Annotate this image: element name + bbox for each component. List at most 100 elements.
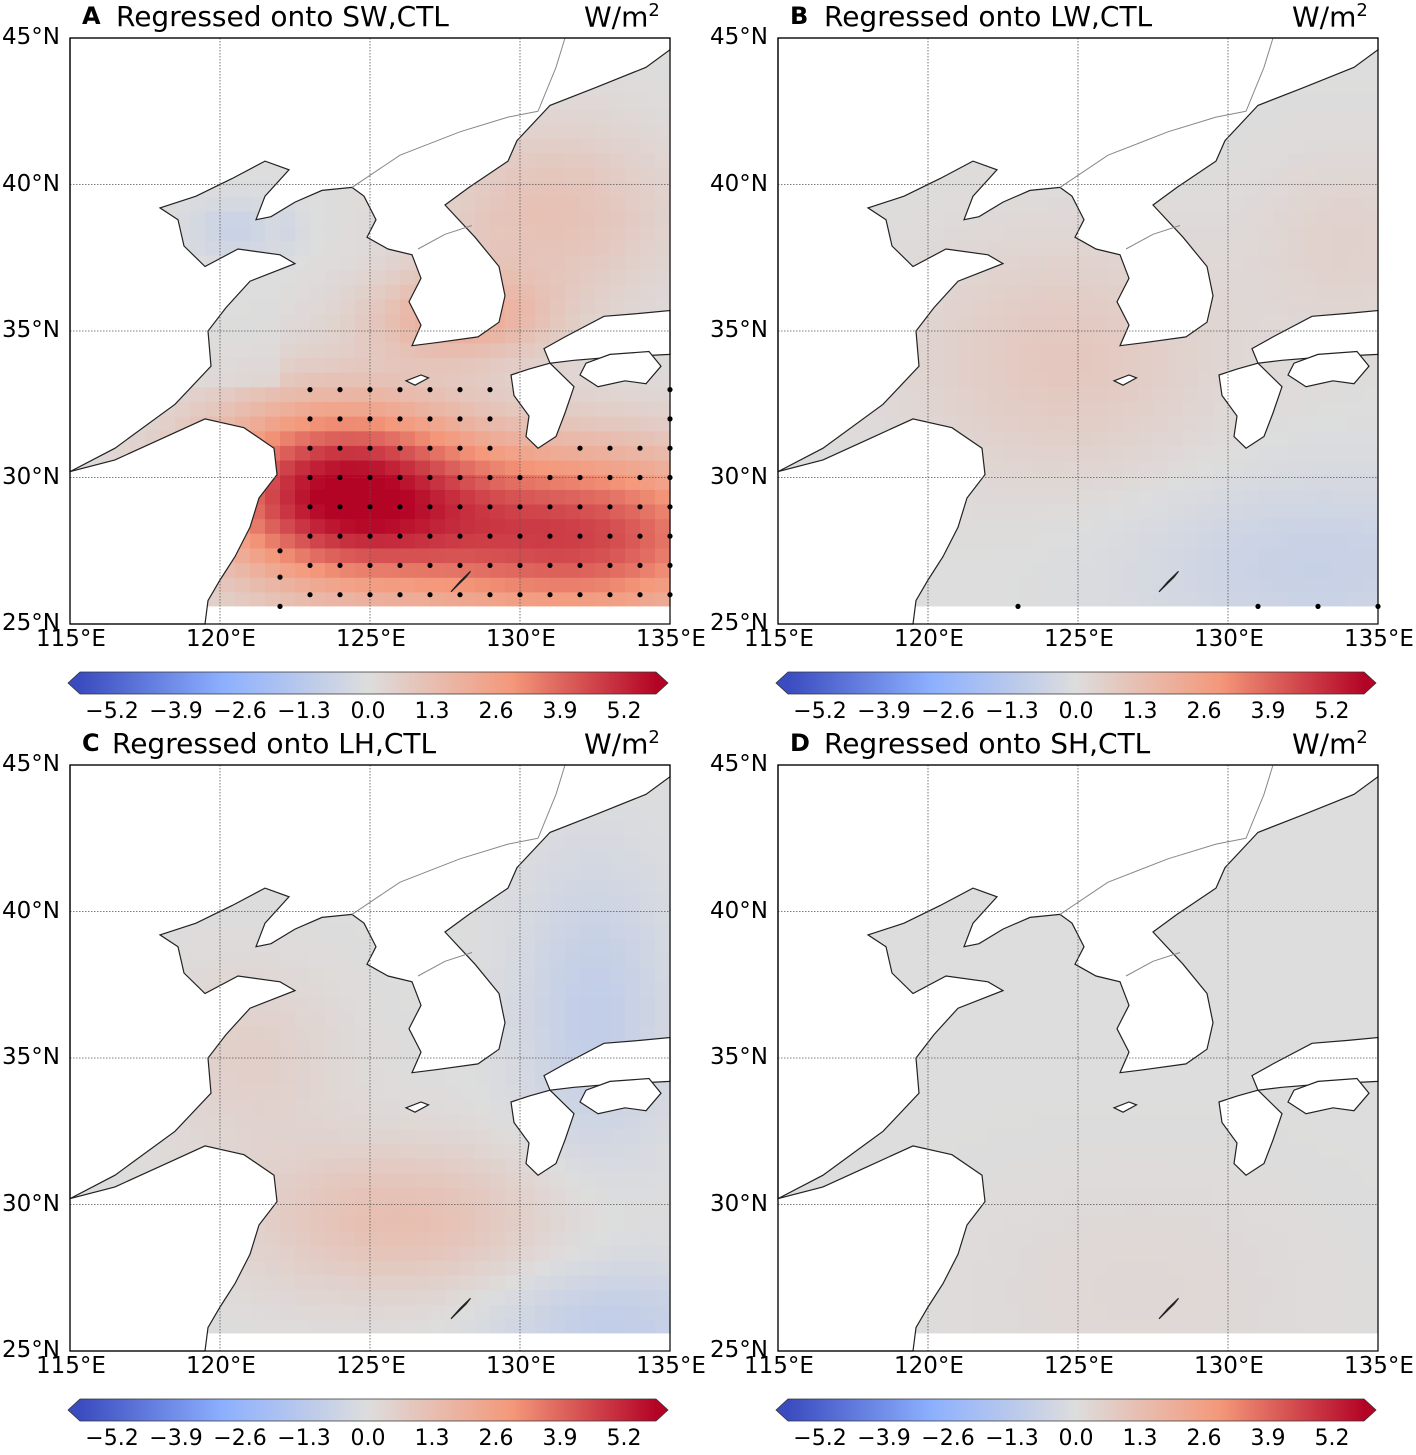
field-cell [1078, 577, 1094, 593]
field-cell [1318, 430, 1334, 446]
field-cell [550, 893, 566, 910]
field-cell [370, 1230, 386, 1247]
field-cell [1288, 269, 1304, 285]
field-cell [1153, 547, 1169, 564]
field-cell [1258, 577, 1274, 593]
field-cell [640, 1230, 656, 1247]
field-cell [610, 474, 626, 490]
field-cell [340, 533, 356, 549]
panel-a: A Regressed onto SW,CTL W/m2 45°N 40°N 3… [0, 0, 708, 727]
field-cell [430, 342, 446, 358]
field-cell [1333, 459, 1349, 476]
field-cell [580, 1113, 596, 1129]
field-cell [355, 1025, 371, 1042]
field-cell [430, 1245, 446, 1261]
field-cell [973, 533, 989, 549]
field-cell [385, 357, 401, 373]
field-cell [1303, 225, 1319, 241]
field-cell [520, 152, 536, 168]
lat-tick-30: 30°N [2, 1190, 60, 1217]
field-cell [355, 372, 371, 388]
field-cell [520, 210, 536, 227]
field-cell [1213, 225, 1229, 241]
field-cell [595, 547, 611, 564]
field-cell [1003, 372, 1019, 388]
field-cell [1093, 328, 1109, 344]
field-cell [535, 577, 551, 593]
field-cell [1198, 533, 1214, 549]
field-cell [1033, 313, 1049, 329]
field-cell [370, 416, 386, 432]
field-cell [1288, 152, 1304, 168]
field-cell [355, 1055, 371, 1071]
field-cell [430, 401, 446, 417]
field-cell [580, 1216, 596, 1232]
field-cell [655, 1304, 671, 1320]
field-cell [535, 1055, 551, 1071]
field-cell [370, 591, 386, 608]
field-cell [1063, 503, 1079, 520]
field-cell [400, 1230, 416, 1247]
field-cell [370, 1304, 386, 1320]
field-cell [565, 562, 581, 578]
landmass [543, 309, 671, 364]
field-cell [1078, 298, 1094, 315]
field-cell [1168, 430, 1184, 446]
field-cell [340, 937, 356, 954]
colorbar-tick: 2.6 [478, 1426, 514, 1451]
field-cell [1003, 254, 1019, 271]
field-cell [1003, 518, 1019, 534]
field-cell [325, 1172, 341, 1188]
field-cell [310, 562, 326, 578]
field-cell [400, 357, 416, 373]
lon-tick-135: 135°E [1344, 626, 1414, 652]
field-cell [1123, 547, 1139, 564]
field-cell [445, 459, 461, 476]
field-cell [565, 401, 581, 417]
field-cell [1333, 591, 1349, 608]
field-cell [250, 893, 266, 910]
field-cell [1048, 533, 1064, 549]
significance-dot [337, 504, 343, 510]
field-cell [988, 416, 1004, 432]
field-cell [1078, 284, 1094, 300]
field-cell [580, 240, 596, 256]
field-cell [520, 284, 536, 300]
field-cell [535, 489, 551, 505]
field-cell [505, 1289, 521, 1305]
field-cell [490, 1069, 506, 1085]
field-cell [250, 547, 266, 564]
field-cell [1318, 79, 1334, 95]
field-cell [490, 937, 506, 954]
field-cell [1063, 401, 1079, 417]
field-cell [295, 591, 311, 608]
field-cell [310, 357, 326, 373]
field-cell [280, 386, 296, 402]
field-cell [310, 328, 326, 344]
field-cell [295, 372, 311, 388]
unit-label: W/m2 [1292, 0, 1368, 34]
field-cell [445, 1318, 461, 1335]
field-cell [415, 533, 431, 549]
field-cell [400, 1040, 416, 1056]
field-cell [1093, 503, 1109, 520]
field-cell [1033, 401, 1049, 417]
field-cell [1048, 459, 1064, 476]
field-cell [1003, 562, 1019, 578]
field-cell [1318, 518, 1334, 534]
field-cell [640, 284, 656, 300]
field-cell [265, 1069, 281, 1085]
field-cell [1258, 298, 1274, 315]
field-cell [280, 1069, 296, 1085]
field-cell [505, 196, 521, 212]
field-cell [1198, 547, 1214, 564]
field-cell [250, 1055, 266, 1071]
colorbar-tick: −3.9 [857, 699, 911, 724]
field-cell [1048, 518, 1064, 534]
colorbar-tick: −1.3 [985, 699, 1039, 724]
significance-dot [487, 445, 493, 451]
field-cell [310, 1245, 326, 1261]
field-cell [1078, 328, 1094, 344]
field-cell [973, 401, 989, 417]
field-cell [1183, 196, 1199, 212]
